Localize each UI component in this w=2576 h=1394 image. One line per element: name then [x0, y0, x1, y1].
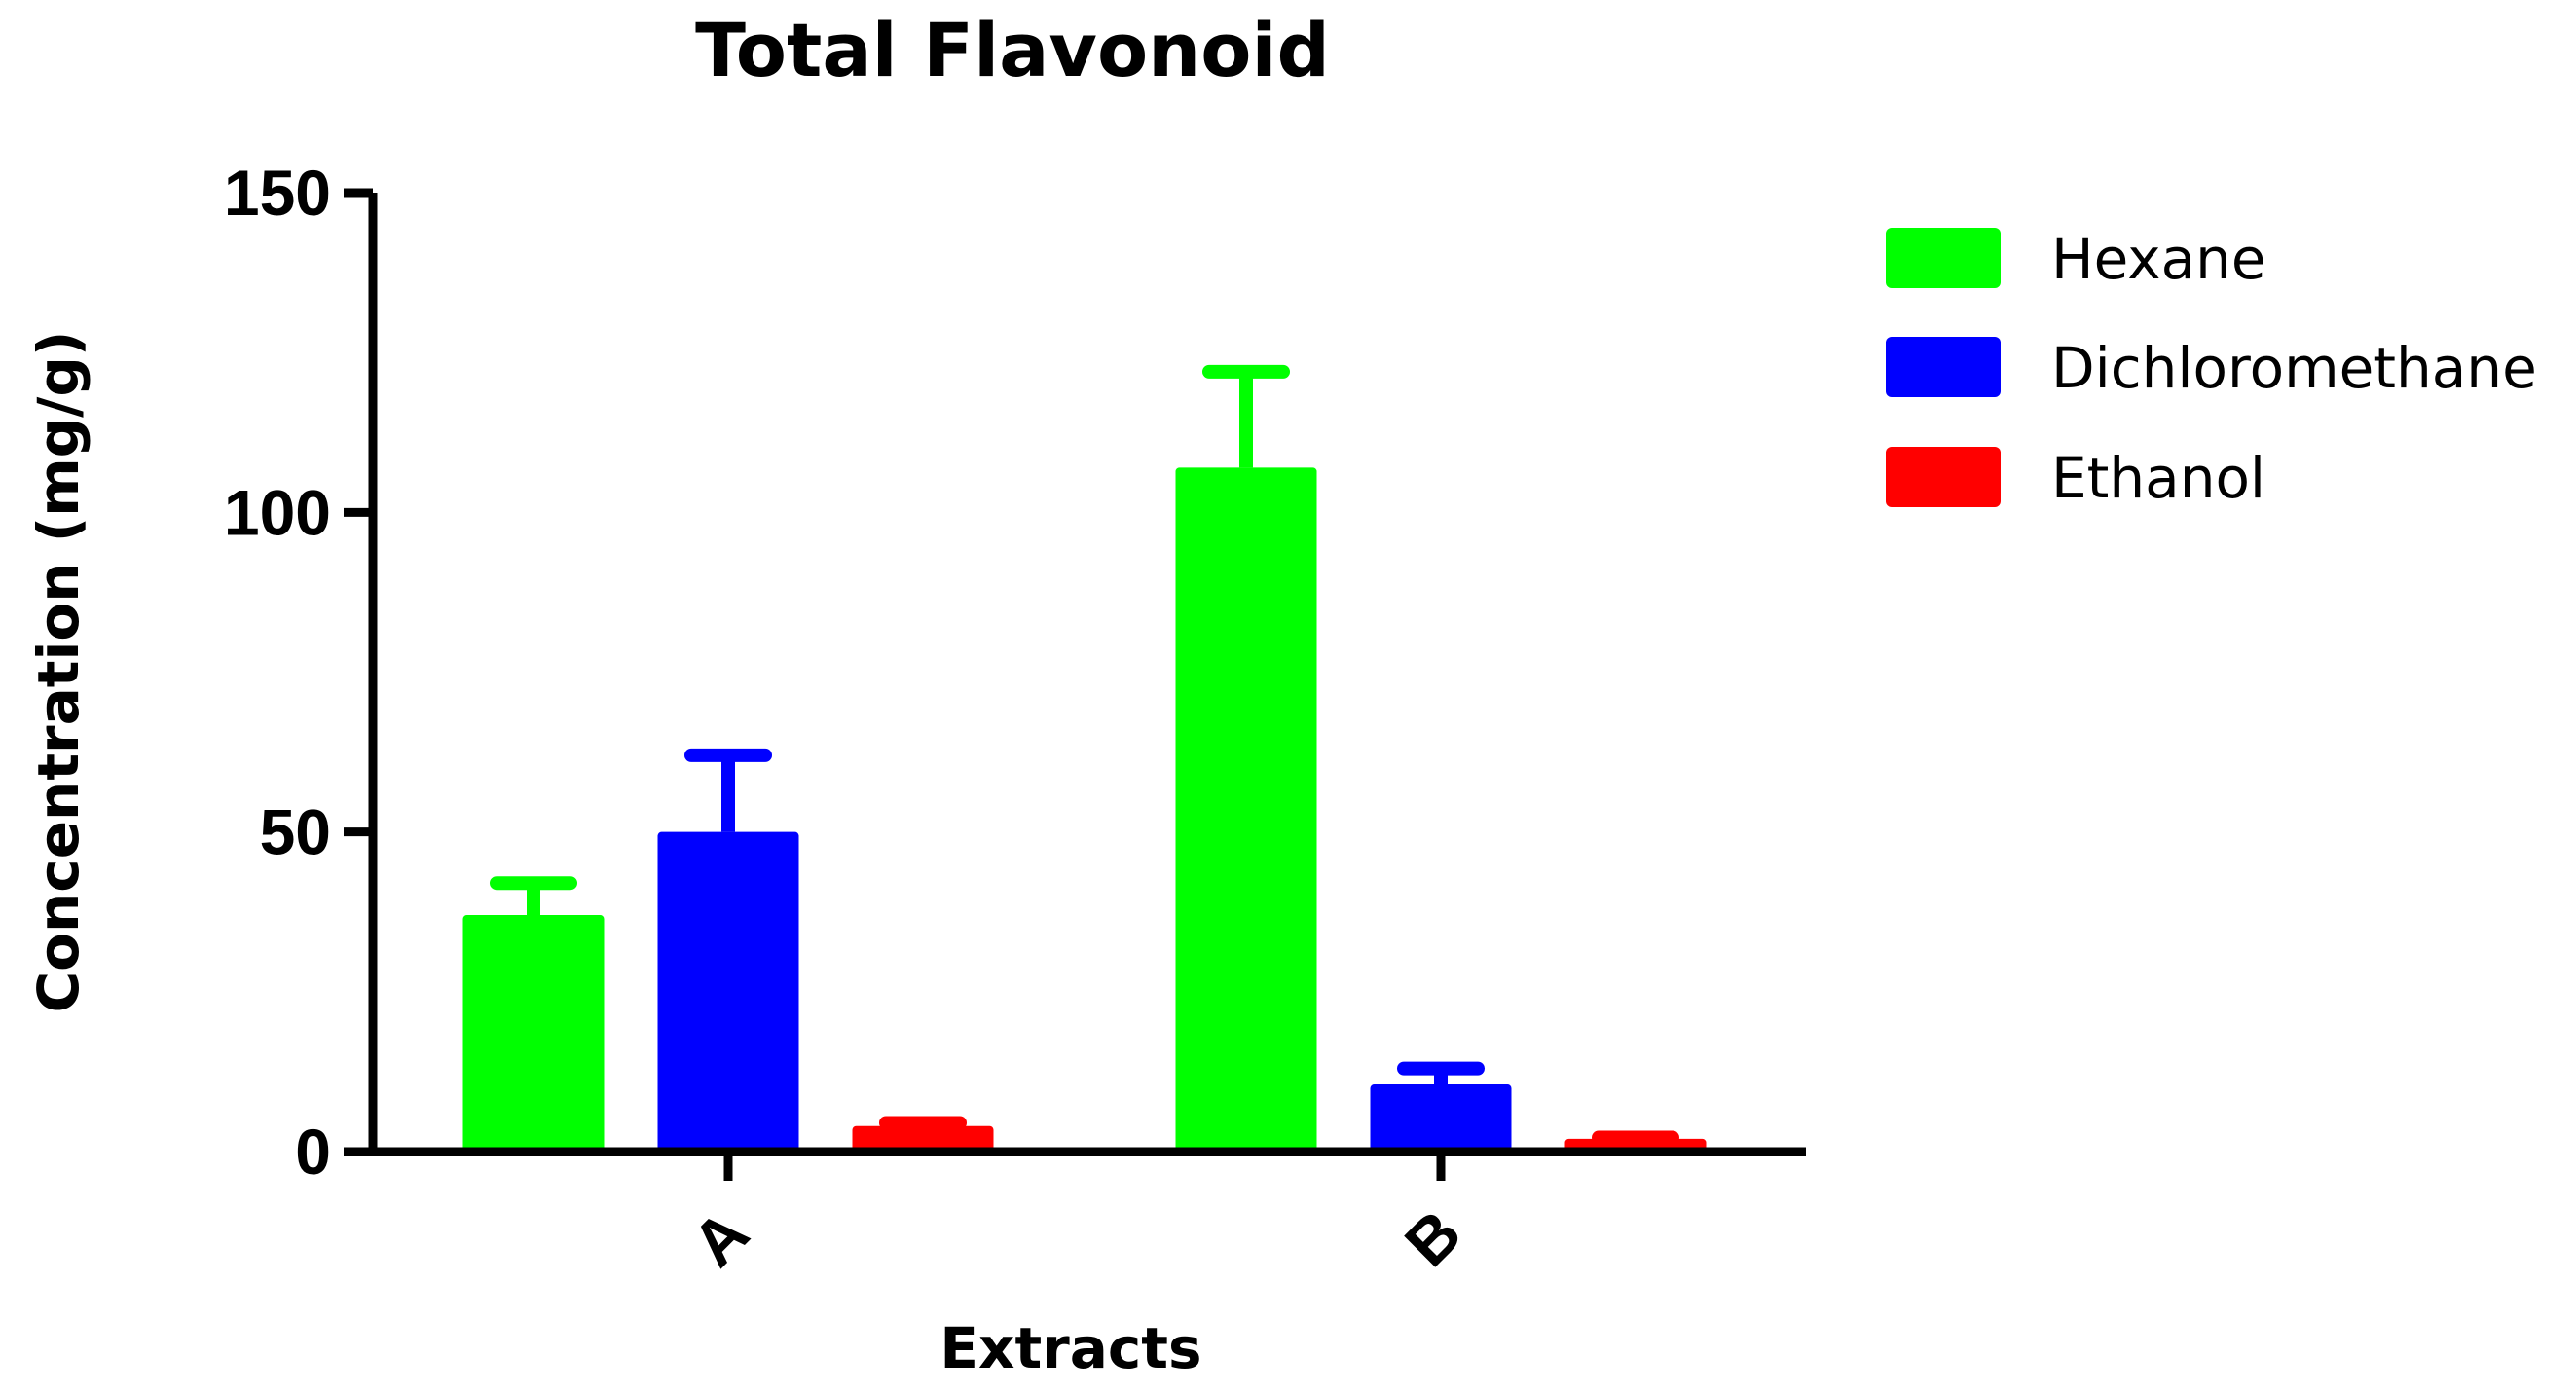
bar-dichloromethane-b	[1370, 1084, 1512, 1152]
bar-hexane-b	[1175, 467, 1317, 1152]
legend-swatch-dichloromethane	[1886, 337, 2001, 397]
legend-swatch-ethanol	[1886, 447, 2001, 507]
y-ticks: 0 50 100 150	[224, 157, 373, 1188]
x-tick-label-b: B	[1391, 1196, 1475, 1280]
x-axis-label: Extracts	[939, 1315, 1201, 1381]
legend-label-hexane: Hexane	[2051, 226, 2266, 292]
x-tick-label-a: A	[679, 1196, 762, 1280]
y-tick-label-0: 0	[295, 1116, 331, 1188]
legend-label-dichloromethane: Dichloromethane	[2051, 335, 2537, 401]
y-tick-label-50: 50	[260, 796, 331, 868]
y-tick-label-100: 100	[224, 476, 331, 548]
legend-label-ethanol: Ethanol	[2051, 445, 2265, 511]
y-tick-label-150: 150	[224, 157, 331, 229]
legend-swatch-hexane	[1886, 228, 2001, 288]
bars-layer	[462, 364, 1707, 1152]
axes	[368, 193, 1806, 1156]
legend: Hexane Dichloromethane Ethanol	[1886, 226, 2537, 511]
chart-title: Total Flavonoid	[695, 7, 1330, 93]
bar-hexane-a	[462, 915, 605, 1152]
bar-ethanol-a	[852, 1125, 994, 1152]
y-axis-label: Concentration (mg/g)	[25, 331, 92, 1013]
bar-dichloromethane-a	[657, 831, 799, 1152]
